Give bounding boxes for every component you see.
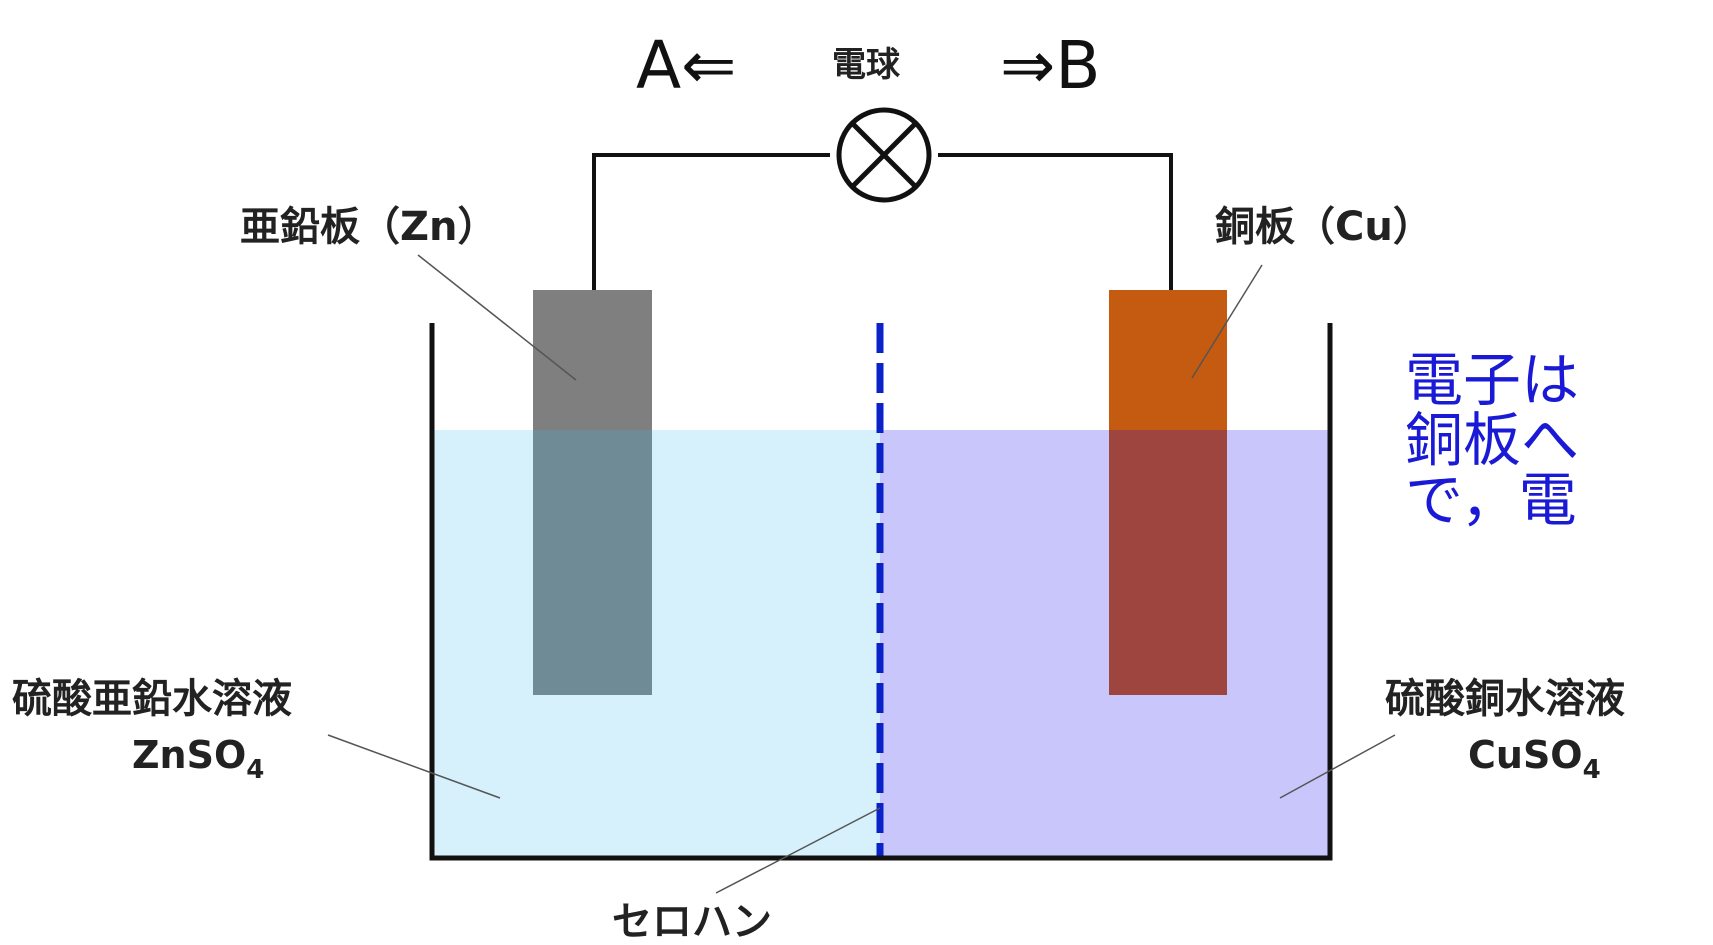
beaker bbox=[429, 323, 1333, 861]
leader-line-zinc-plate bbox=[417, 254, 577, 381]
zinc-sulfate-label: 硫酸亜鉛水溶液 bbox=[12, 676, 292, 722]
light-bulb-icon bbox=[836, 107, 932, 203]
zinc-sulfate-formula-base: ZnSO bbox=[132, 733, 246, 777]
copper-plate-label: 銅板（Cu） bbox=[1215, 204, 1433, 250]
copper-plate-submerged bbox=[1109, 430, 1227, 695]
copper-plate-upper bbox=[1109, 290, 1227, 430]
copper-sulfate-solution bbox=[880, 430, 1330, 858]
cellophane-label: セロハン bbox=[612, 899, 772, 945]
direction-a-label: A⇐ bbox=[636, 27, 736, 104]
zinc-sulfate-formula-subscript: 4 bbox=[246, 755, 264, 785]
annotation-line-1: 電子は bbox=[1405, 346, 1579, 414]
zinc-plate-label: 亜鉛板（Zn） bbox=[240, 204, 497, 250]
zinc-sulfate-solution bbox=[432, 430, 880, 858]
circuit-wire bbox=[592, 153, 830, 290]
direction-b-label: ⇒B bbox=[1000, 27, 1101, 104]
circuit-wire-right bbox=[938, 153, 1173, 290]
leader-line-zinc-solution bbox=[327, 734, 501, 799]
copper-sulfate-label: 硫酸銅水溶液 bbox=[1385, 676, 1625, 722]
copper-sulfate-formula-subscript: 4 bbox=[1583, 755, 1601, 785]
zinc-plate-upper bbox=[533, 290, 652, 430]
leader-line-cellophane bbox=[715, 807, 881, 894]
bulb-label: 電球 bbox=[832, 45, 901, 85]
zinc-plate-submerged bbox=[533, 430, 652, 695]
copper-sulfate-formula: CuSO4 bbox=[1468, 733, 1601, 785]
annotation-line-2: 銅板へ bbox=[1405, 406, 1579, 474]
copper-sulfate-formula-base: CuSO bbox=[1468, 733, 1583, 777]
annotation-line-3: で，電 bbox=[1405, 466, 1577, 534]
zinc-sulfate-formula: ZnSO4 bbox=[132, 733, 264, 785]
leader-line-copper-plate bbox=[1191, 264, 1263, 379]
leader-line-copper-solution bbox=[1279, 734, 1396, 799]
